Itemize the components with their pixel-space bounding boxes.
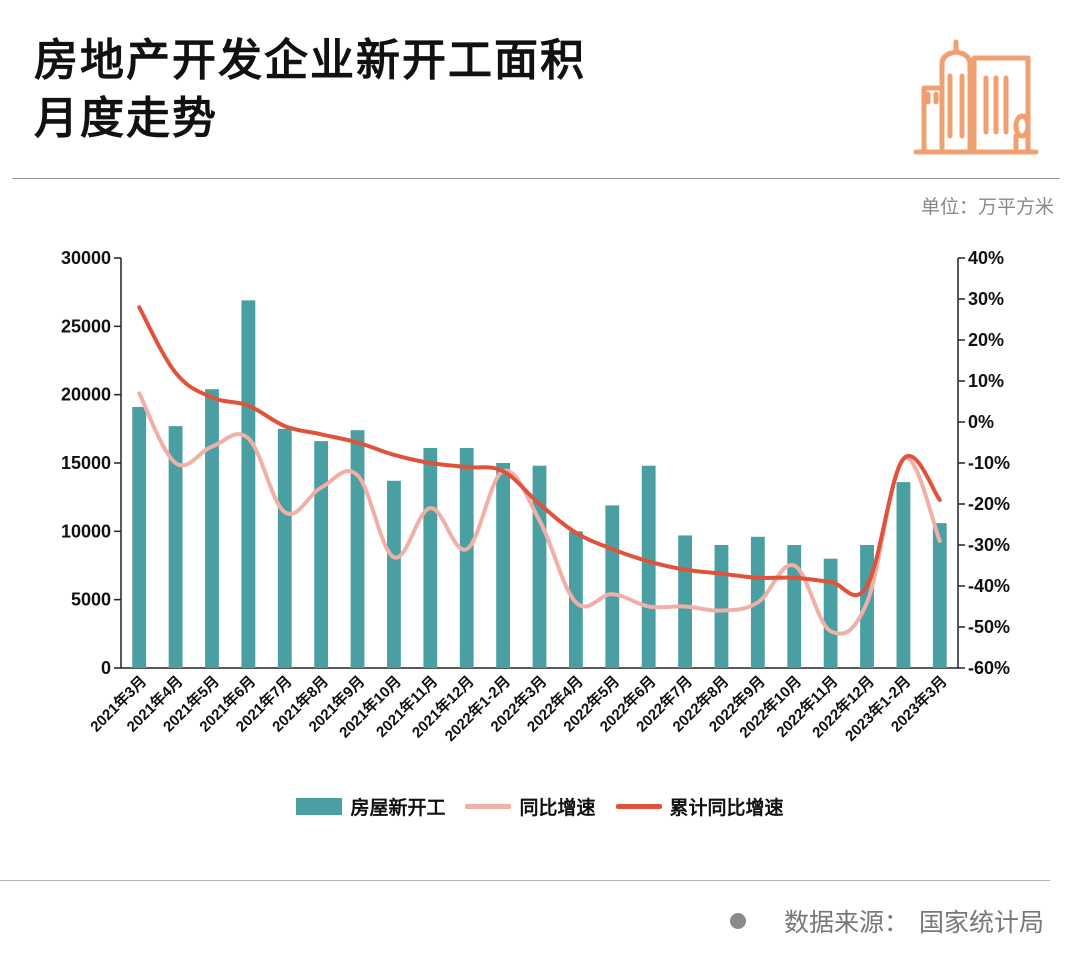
right-tick-label: -40% bbox=[968, 576, 1010, 596]
source-label: 数据来源： bbox=[783, 908, 909, 937]
bar-2022年1-2月 bbox=[496, 463, 511, 668]
bar-2021年4月 bbox=[168, 426, 183, 668]
bar-2021年6月 bbox=[241, 300, 256, 668]
legend-swatch-cum bbox=[615, 804, 662, 809]
city-buildings-icon bbox=[913, 39, 1039, 155]
legend-item-yoy: 同比增速 bbox=[465, 793, 596, 820]
bar-2021年8月 bbox=[314, 441, 329, 668]
left-tick-label: 20000 bbox=[61, 385, 111, 405]
chart-legend: 房屋新开工 同比增速 累计同比增速 bbox=[0, 793, 1080, 820]
chart-area: 0 5000 10000 15000 20000 25000 30000 -60% -50% -4… bbox=[61, 248, 1010, 745]
right-tick-label: -30% bbox=[968, 535, 1010, 555]
bar-2021年11月 bbox=[423, 447, 438, 668]
footer-divider bbox=[0, 880, 1050, 881]
data-source: 数据来源： 国家统计局 bbox=[729, 903, 1044, 939]
bar-2022年7月 bbox=[678, 535, 692, 668]
source-value: 国家统计局 bbox=[918, 908, 1044, 937]
bar-2022年6月 bbox=[641, 465, 656, 668]
bar-2023年3月 bbox=[932, 523, 947, 668]
bullet-icon bbox=[729, 913, 746, 929]
legend-swatch-bars bbox=[296, 798, 343, 815]
bar-2022年3月 bbox=[532, 465, 547, 668]
bar-2022年5月 bbox=[605, 505, 620, 668]
right-tick-label: 40% bbox=[968, 248, 1004, 268]
legend-label-bars: 房屋新开工 bbox=[350, 797, 446, 819]
left-tick-label: 15000 bbox=[61, 453, 111, 473]
bar-2023年1-2月 bbox=[896, 482, 911, 668]
legend-swatch-yoy bbox=[465, 804, 512, 809]
bar-2021年3月 bbox=[132, 406, 147, 668]
legend-item-bars: 房屋新开工 bbox=[296, 793, 445, 820]
bar-2021年10月 bbox=[387, 480, 401, 668]
right-tick-label: -50% bbox=[968, 617, 1010, 637]
legend-label-cum: 累计同比增速 bbox=[669, 797, 784, 819]
right-tick-label: -20% bbox=[968, 494, 1010, 514]
bar-2022年11月 bbox=[823, 558, 838, 668]
page-title: 房地产开发企业新开工面积 月度走势 bbox=[34, 32, 586, 148]
bar-2021年12月 bbox=[459, 447, 474, 668]
left-tick-label: 10000 bbox=[61, 521, 111, 541]
right-tick-label: 0% bbox=[968, 412, 994, 432]
bar-2021年9月 bbox=[350, 430, 365, 668]
unit-label: 单位：万平方米 bbox=[920, 196, 1054, 218]
bar-2022年8月 bbox=[714, 545, 729, 668]
right-tick-label: -10% bbox=[968, 453, 1010, 473]
legend-item-cum: 累计同比增速 bbox=[615, 793, 784, 820]
left-tick-label: 5000 bbox=[71, 590, 111, 610]
legend-label-yoy: 同比增速 bbox=[519, 797, 596, 819]
title-line-1: 房地产开发企业新开工面积 bbox=[34, 35, 586, 86]
header-divider bbox=[12, 178, 1060, 179]
left-tick-label: 0 bbox=[101, 658, 111, 678]
right-tick-label: 20% bbox=[968, 330, 1004, 350]
series-line-cum bbox=[137, 305, 942, 598]
series-line-yoy bbox=[137, 391, 942, 636]
right-tick-label: -60% bbox=[968, 658, 1010, 678]
bar-2021年7月 bbox=[277, 428, 292, 668]
right-tick-label: 30% bbox=[968, 289, 1004, 309]
left-tick-label: 25000 bbox=[61, 316, 111, 336]
right-tick-label: 10% bbox=[968, 371, 1004, 391]
bar-2021年5月 bbox=[205, 389, 219, 668]
title-line-2: 月度走势 bbox=[34, 93, 218, 144]
left-tick-label: 30000 bbox=[61, 248, 111, 268]
